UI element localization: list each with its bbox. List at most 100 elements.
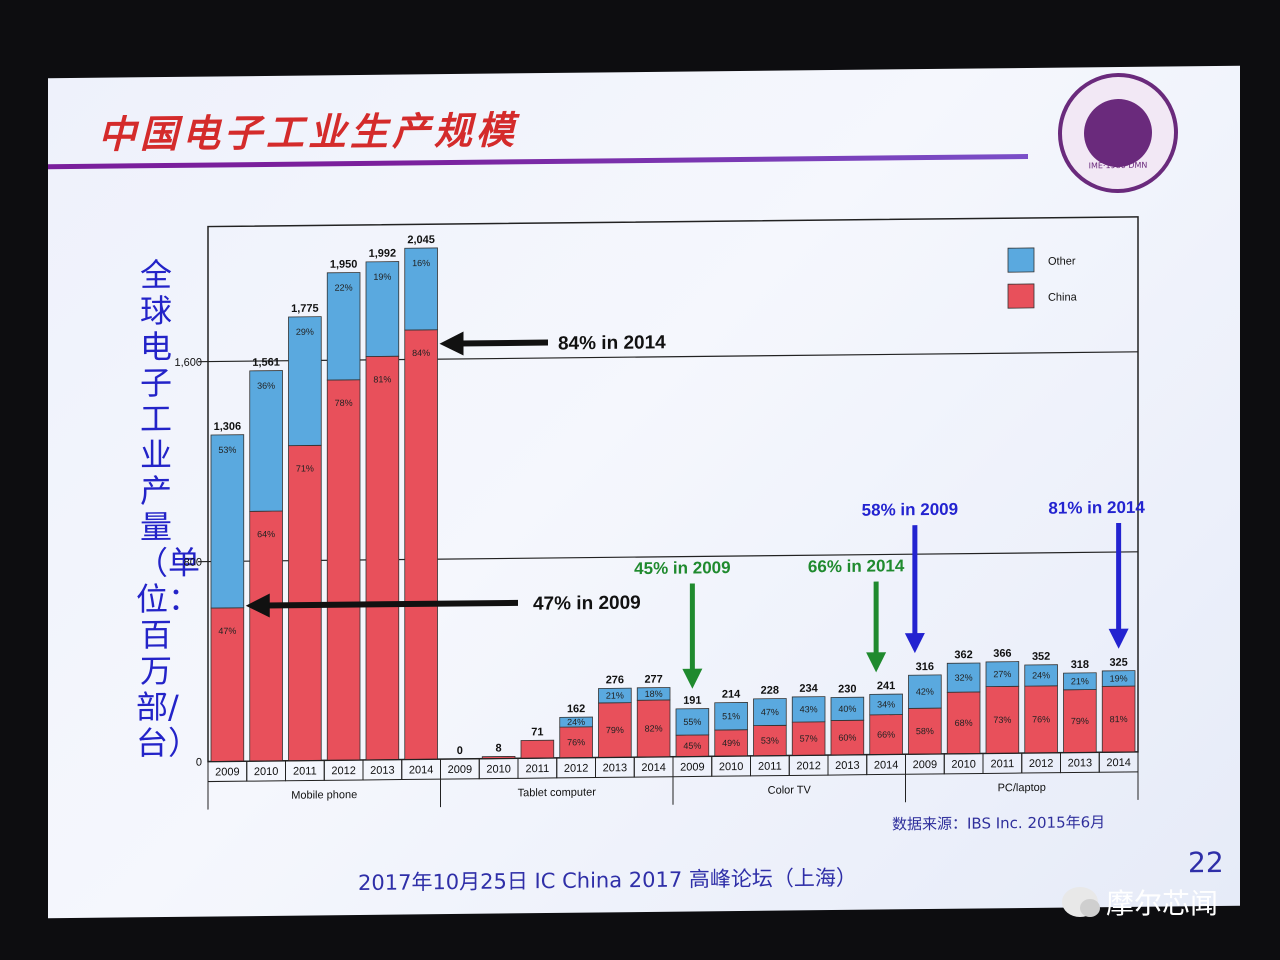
total-value-label: 8: [496, 742, 502, 754]
other-pct-label: 21%: [1071, 676, 1089, 686]
x-tick-label: 2014: [1106, 757, 1130, 769]
other-pct-label: 40%: [838, 704, 856, 714]
bar-other: [598, 687, 632, 704]
legend-swatch: [1007, 283, 1035, 309]
china-pct-label: 64%: [257, 529, 275, 539]
bar-other: [210, 434, 245, 609]
watermark: 摩尔芯闻: [1062, 882, 1218, 922]
total-value-label: 366: [993, 648, 1011, 660]
y-tick-label: 0: [196, 757, 202, 769]
bar-other: [1024, 664, 1058, 687]
x-tick-label: 2014: [409, 764, 433, 776]
x-tick-label: 2012: [1029, 758, 1053, 770]
total-value-label: 1,561: [252, 357, 280, 369]
china-pct-label: 66%: [877, 729, 895, 739]
total-value-label: 162: [567, 703, 585, 715]
bar-china: [249, 510, 283, 762]
china-pct-label: 68%: [955, 718, 973, 728]
page-number: 22: [1188, 845, 1224, 880]
total-value-label: 276: [606, 674, 624, 686]
total-value-label: 1,306: [214, 421, 242, 433]
x-tick-label: 2011: [293, 765, 317, 777]
arrow-84-head: [439, 331, 464, 356]
total-value-label: 2,045: [407, 234, 435, 246]
annotation-45-2009: 45% in 2009: [634, 558, 730, 578]
annotation-58-2009: 58% in 2009: [862, 500, 958, 520]
x-tick-label: 2010: [951, 759, 975, 771]
total-value-label: 241: [877, 680, 895, 692]
annotation-66-2014: 66% in 2014: [808, 556, 905, 576]
total-value-label: 316: [916, 661, 934, 673]
x-tick-label: 2009: [680, 761, 704, 773]
total-value-label: 352: [1032, 651, 1050, 663]
other-pct-label: 19%: [1110, 673, 1128, 683]
total-value-label: 234: [799, 683, 818, 695]
x-tick-label: 2011: [758, 761, 782, 773]
arrow-81-head: [1108, 628, 1129, 649]
x-tick-label: 2013: [1068, 757, 1092, 769]
logo-emblem: [1084, 98, 1152, 168]
other-pct-label: 47%: [761, 707, 779, 717]
bar-other: [946, 662, 981, 693]
x-tick-label: 2012: [796, 760, 820, 772]
other-pct-label: 29%: [296, 327, 314, 337]
total-value-label: 1,950: [330, 259, 358, 271]
bar-other: [365, 261, 400, 357]
bar-other: [675, 708, 710, 736]
annotation-47-2009: 47% in 2009: [533, 593, 641, 615]
arrow-47-shaft: [265, 599, 518, 609]
other-pct-label: 53%: [218, 445, 236, 455]
bar-other: [636, 687, 671, 701]
china-pct-label: 60%: [838, 733, 856, 743]
logo-text: IME·1980·DMN: [1088, 160, 1148, 171]
china-pct-label: 53%: [761, 735, 779, 745]
china-pct-label: 78%: [335, 398, 353, 408]
bar-china: [365, 355, 400, 761]
china-pct-label: 49%: [722, 738, 740, 748]
arrow-47-head: [245, 593, 270, 618]
slide-title: 中国电子工业生产规模: [98, 107, 519, 157]
y-tick-label: 1,600: [174, 357, 202, 369]
china-pct-label: 76%: [567, 737, 585, 747]
x-tick-label: 2013: [603, 762, 627, 774]
total-value-label: 318: [1071, 659, 1089, 671]
other-pct-label: 51%: [722, 711, 740, 721]
other-pct-label: 55%: [683, 717, 701, 727]
x-tick-label: 2014: [641, 762, 665, 774]
arrow-66-head: [866, 652, 887, 673]
china-pct-label: 58%: [916, 726, 934, 736]
x-tick-label: 2012: [564, 763, 588, 775]
legend-label: Other: [1048, 255, 1076, 267]
x-tick-label: 2009: [215, 766, 239, 778]
china-pct-label: 45%: [683, 741, 701, 751]
total-value-label: 230: [838, 683, 856, 695]
total-value-label: 1,992: [369, 248, 397, 260]
total-value-label: 1,775: [291, 303, 319, 315]
x-tick-label: 2011: [991, 758, 1015, 770]
bar-other: [288, 316, 322, 447]
bar-other: [869, 693, 903, 716]
x-tick-label: 2010: [254, 766, 278, 778]
x-tick-label: 2014: [874, 759, 898, 771]
china-pct-label: 82%: [645, 723, 663, 733]
data-source-note: 数据来源：IBS Inc. 2015年6月: [892, 813, 1106, 834]
total-value-label: 325: [1109, 657, 1127, 669]
bar-other: [559, 716, 593, 728]
china-pct-label: 81%: [373, 374, 391, 384]
wechat-icon: [1062, 887, 1100, 917]
x-tick-label: 2012: [331, 765, 355, 777]
bar-other: [326, 272, 361, 381]
total-value-label: 191: [683, 695, 701, 707]
slide-footer: 2017年10月25日 IC China 2017 高峰论坛（上海）: [358, 865, 857, 895]
group-label: Color TV: [768, 784, 812, 796]
x-tick-label: 2010: [719, 761, 743, 773]
x-tick-label: 2013: [370, 765, 394, 777]
legend-swatch: [1007, 247, 1035, 273]
legend-label: China: [1048, 291, 1078, 303]
bar-other: [791, 696, 826, 723]
china-pct-label: 79%: [1071, 716, 1089, 726]
annotation-81-2014: 81% in 2014: [1048, 498, 1145, 518]
bar-china: [520, 739, 555, 759]
total-value-label: 71: [531, 726, 543, 738]
china-pct-label: 76%: [1032, 714, 1050, 724]
